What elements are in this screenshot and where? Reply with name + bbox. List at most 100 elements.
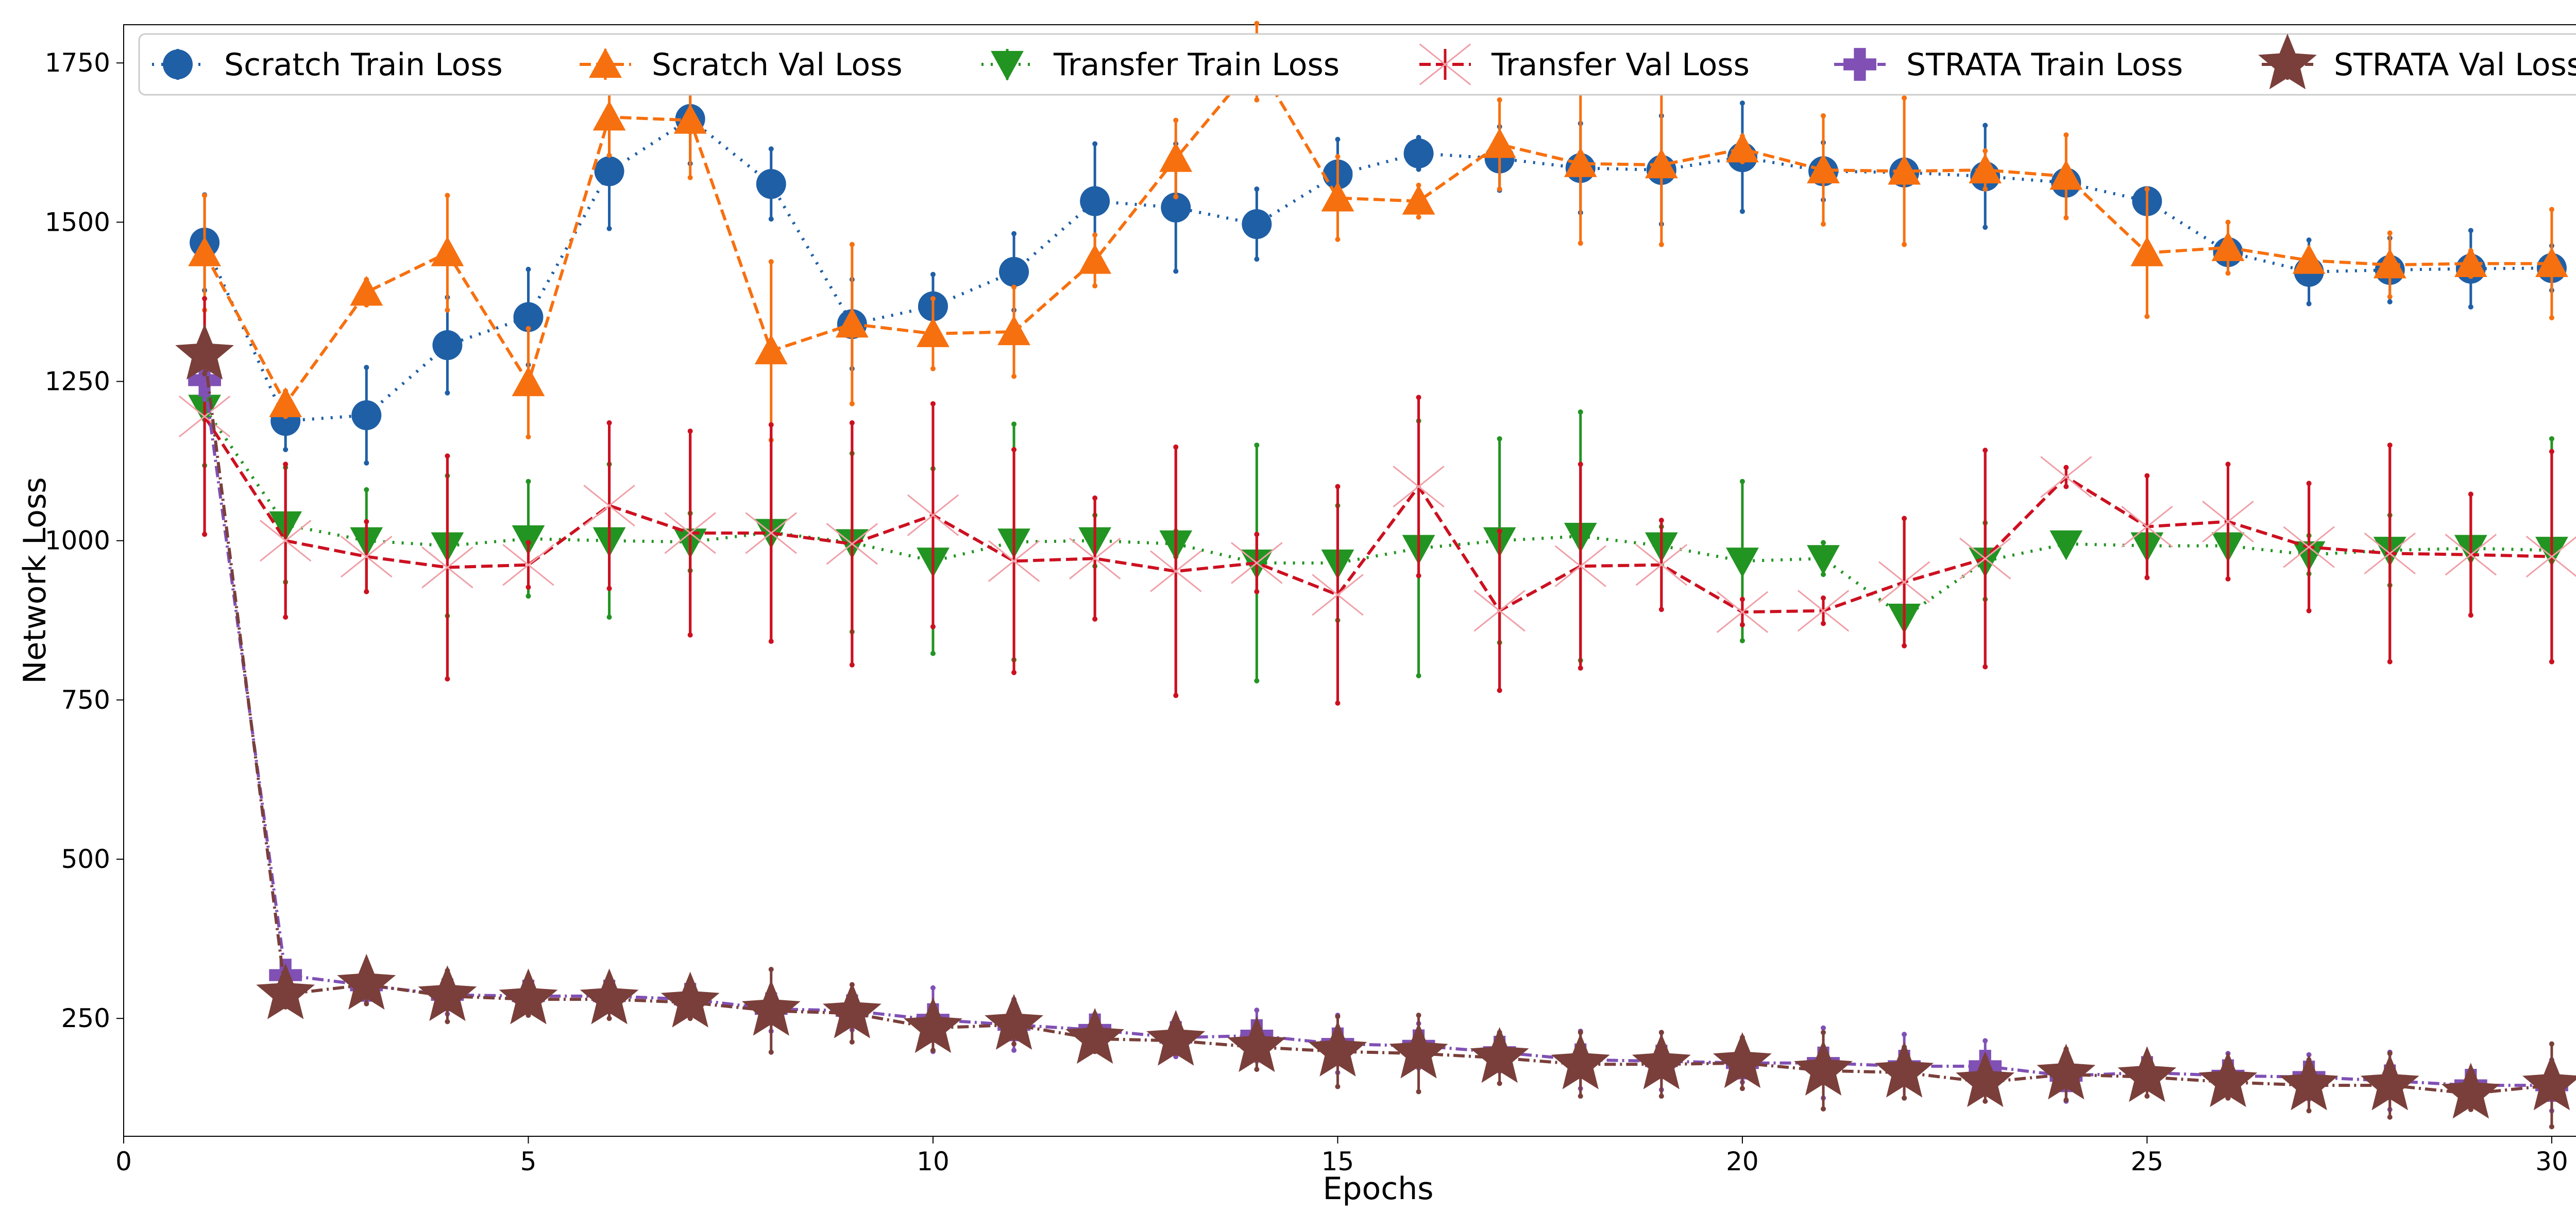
data-point	[1564, 147, 1597, 177]
error-cap	[1902, 1032, 1907, 1037]
data-point	[1080, 186, 1110, 216]
error-cap	[930, 985, 936, 991]
error-cap	[1739, 638, 1745, 643]
error-cap	[1173, 268, 1179, 274]
legend-marker	[2258, 33, 2317, 90]
data-point	[1161, 192, 1191, 223]
data-point	[2049, 530, 2083, 560]
data-point	[985, 994, 1043, 1050]
x-tick-label: 25	[2131, 1147, 2164, 1176]
data-point	[350, 276, 383, 306]
data-point	[583, 485, 635, 527]
error-cap	[1254, 1008, 1260, 1013]
data-point	[2202, 500, 2254, 543]
error-cap	[2225, 270, 2231, 276]
error-cap	[1578, 1094, 1583, 1099]
error-cap	[2468, 228, 2473, 233]
error-cap	[1254, 1067, 1260, 1072]
error-cap	[930, 271, 936, 277]
data-point	[754, 334, 788, 365]
error-cap	[1739, 100, 1745, 106]
y-tick-label: 1500	[45, 207, 110, 237]
data-point	[1645, 148, 1678, 179]
legend-marker	[589, 48, 622, 78]
error-cap	[2306, 237, 2312, 243]
series-strata-val-loss	[175, 323, 2576, 1130]
error-cap	[1821, 221, 1826, 227]
error-cap	[930, 651, 936, 656]
data-point	[1794, 1039, 1853, 1096]
error-cap	[687, 175, 693, 180]
error-cap	[768, 146, 774, 152]
error-cap	[445, 308, 450, 313]
error-cap	[1254, 21, 1260, 26]
error-cap	[2306, 301, 2312, 306]
data-point	[269, 387, 302, 417]
error-cap	[1658, 1094, 1664, 1099]
error-cap	[1254, 186, 1260, 192]
data-point	[1308, 1020, 1367, 1077]
data-point	[513, 302, 544, 332]
data-point	[512, 366, 545, 397]
data-point	[673, 104, 707, 134]
data-point	[835, 308, 869, 338]
error-cap	[2387, 299, 2393, 304]
data-point	[1969, 153, 2002, 184]
y-tick-label: 500	[61, 844, 110, 874]
error-cap	[1173, 117, 1179, 123]
data-point	[1242, 209, 1272, 240]
data-point	[907, 494, 959, 536]
error-cap	[1902, 1095, 1907, 1101]
error-cap	[1658, 1030, 1664, 1035]
legend-item-transfer-val-loss: Transfer Val Loss	[1419, 43, 1750, 86]
data-point	[2040, 456, 2092, 498]
error-cap	[1092, 283, 1098, 289]
data-point	[2283, 526, 2335, 568]
data-point	[2454, 247, 2487, 277]
error-cap	[1497, 97, 1502, 103]
data-point	[594, 156, 624, 186]
x-axis: 0 5 10 15 20 25 30	[115, 1136, 2568, 1176]
data-point	[1956, 1051, 2015, 1107]
data-point	[178, 395, 231, 438]
error-cap	[1011, 231, 1017, 236]
error-cap	[2549, 436, 2554, 441]
error-cap	[364, 365, 369, 370]
error-cap	[1335, 1014, 1341, 1019]
legend-item-strata-train-loss: STRATA Train Loss	[1834, 47, 2183, 83]
data-point	[1078, 244, 1112, 274]
data-point	[1807, 153, 1840, 184]
error-cap	[606, 226, 612, 231]
error-cap	[283, 447, 289, 452]
data-point	[1632, 1033, 1691, 1089]
error-cap	[768, 259, 774, 265]
error-cap	[1497, 1081, 1502, 1086]
y-axis: 250 500 750 1000 1250 1500 1750	[45, 48, 124, 1033]
data-point	[1726, 132, 1759, 163]
data-point	[1483, 128, 1516, 158]
error-cap	[2549, 1041, 2554, 1047]
error-cap	[1011, 284, 1017, 290]
error-cap	[2468, 1107, 2473, 1113]
error-cap	[687, 1016, 693, 1021]
legend-marker	[1843, 48, 1876, 81]
data-point	[2441, 1063, 2500, 1119]
data-point	[2292, 244, 2326, 274]
legend-label: Transfer Val Loss	[1491, 47, 1750, 83]
error-cap	[1416, 673, 1421, 678]
error-cap	[1902, 242, 1907, 247]
error-cap	[1578, 409, 1583, 415]
error-cap	[445, 1019, 450, 1025]
legend-box	[138, 33, 2576, 96]
data-point	[1888, 155, 1921, 185]
error-cap	[1658, 242, 1664, 247]
y-tick-label: 750	[61, 685, 110, 715]
data-point	[2121, 505, 2173, 548]
error-cap	[2306, 1108, 2312, 1114]
data-point	[745, 512, 798, 554]
data-point	[2279, 1054, 2338, 1111]
x-tick-label: 10	[917, 1147, 950, 1176]
error-cap	[1821, 1030, 1826, 1035]
error-cap	[2387, 294, 2393, 300]
